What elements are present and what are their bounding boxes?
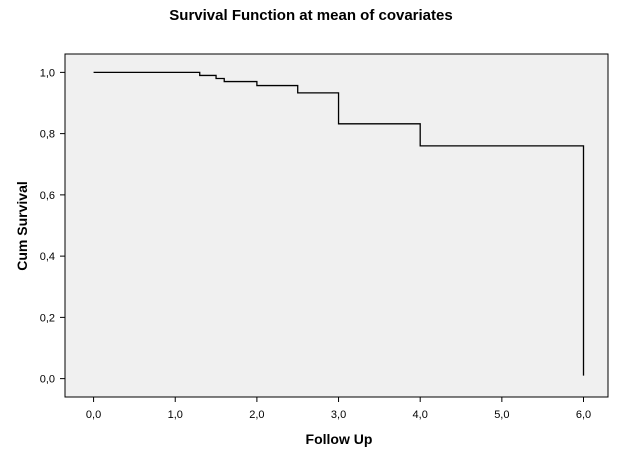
y-tick-label: 0,2: [40, 312, 55, 324]
x-tick-label: 2,0: [249, 409, 264, 421]
y-axis: 0,0 0,2 0,4 0,6 0,8 1,0: [40, 67, 65, 386]
y-axis-label: Cum Survival: [14, 181, 30, 270]
y-tick-label: 0,8: [40, 129, 55, 141]
x-tick-label: 4,0: [413, 409, 428, 421]
y-tick-label: 0,4: [40, 251, 55, 263]
x-tick-label: 3,0: [331, 409, 346, 421]
y-tick-label: 0,0: [40, 374, 55, 386]
x-tick-label: 1,0: [168, 409, 183, 421]
x-tick-label: 6,0: [576, 409, 591, 421]
x-tick-label: 0,0: [86, 409, 101, 421]
x-axis-label: Follow Up: [306, 431, 373, 447]
x-axis: 0,0 1,0 2,0 3,0 4,0 5,0 6,0: [86, 397, 591, 421]
y-tick-label: 0,6: [40, 190, 55, 202]
plot-area: [64, 53, 609, 398]
survival-step-line: [93, 71, 585, 376]
x-tick-label: 5,0: [494, 409, 509, 421]
chart-title: Survival Function at mean of covariates: [169, 7, 452, 24]
y-tick-label: 1,0: [40, 67, 55, 79]
